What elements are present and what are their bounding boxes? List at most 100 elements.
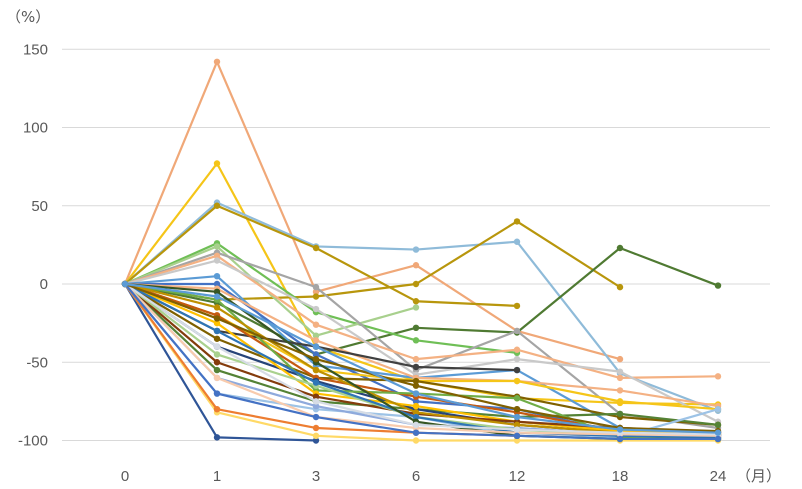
data-point <box>213 351 221 358</box>
data-point <box>312 293 320 300</box>
data-point <box>213 252 221 260</box>
x-tick-label: 0 <box>121 468 129 485</box>
data-point <box>513 377 521 385</box>
data-point <box>213 390 221 397</box>
data-point <box>312 402 320 410</box>
y-tick-label: 50 <box>31 198 48 215</box>
data-point <box>616 435 624 443</box>
x-tick-label: 6 <box>412 468 420 485</box>
data-point <box>312 355 320 363</box>
data-point <box>412 398 420 405</box>
data-point <box>412 429 420 436</box>
series-4 <box>121 202 521 310</box>
data-point <box>714 435 722 443</box>
data-point <box>412 421 420 429</box>
y-tick-label: -100 <box>18 433 48 450</box>
data-point <box>513 366 521 374</box>
data-point <box>312 321 320 328</box>
data-point <box>213 315 221 322</box>
y-tick-label: 0 <box>40 276 48 293</box>
data-point <box>616 387 624 394</box>
data-point <box>513 421 521 429</box>
data-point <box>213 160 221 167</box>
data-point <box>213 288 221 296</box>
x-tick-label: 1 <box>213 468 221 485</box>
data-point <box>213 327 221 335</box>
data-point <box>213 280 221 288</box>
data-point <box>412 246 420 253</box>
data-point <box>213 304 221 311</box>
data-point <box>312 393 320 400</box>
data-point <box>121 280 129 288</box>
series-12 <box>121 272 722 436</box>
data-point <box>213 319 221 327</box>
data-point <box>412 280 420 288</box>
data-point <box>714 429 722 436</box>
data-point <box>513 437 521 444</box>
data-point <box>312 337 320 344</box>
data-point <box>412 324 420 332</box>
series-lines <box>121 58 722 444</box>
series-37 <box>121 280 722 436</box>
data-point <box>312 283 320 291</box>
data-point <box>312 424 320 432</box>
data-point <box>213 257 221 264</box>
data-point <box>312 244 320 252</box>
x-tick-label: 12 <box>509 468 526 485</box>
data-point <box>513 218 521 225</box>
data-point <box>412 437 420 444</box>
data-point <box>213 335 221 342</box>
x-axis-unit-label: （月） <box>736 467 781 485</box>
data-point <box>312 432 320 440</box>
data-point <box>312 288 320 296</box>
data-point <box>714 373 722 380</box>
data-point <box>213 359 221 366</box>
y-axis-unit-label: （%） <box>6 8 50 26</box>
data-point <box>412 413 420 421</box>
data-point <box>616 368 624 375</box>
data-point <box>513 432 521 440</box>
data-point <box>213 374 221 382</box>
data-point <box>412 402 420 410</box>
data-point <box>513 346 521 353</box>
data-point <box>412 355 420 363</box>
data-point <box>616 244 624 252</box>
data-point <box>412 298 420 305</box>
data-point <box>616 426 624 433</box>
series-10 <box>121 252 722 382</box>
data-point <box>213 366 221 374</box>
data-point <box>213 272 221 280</box>
tick-labels: 150 100 50 0 -50 -100 0 1 3 6 12 18 24 <box>18 41 726 485</box>
data-point <box>213 58 221 65</box>
data-point <box>312 413 320 421</box>
data-point <box>213 202 221 209</box>
x-tick-label: 18 <box>612 468 629 485</box>
data-point <box>412 390 420 397</box>
data-point <box>513 395 521 402</box>
data-point <box>412 262 420 269</box>
data-point <box>213 243 221 250</box>
x-tick-label: 24 <box>710 468 727 485</box>
data-point <box>513 406 521 413</box>
data-point <box>412 363 420 371</box>
data-point <box>412 377 420 385</box>
data-point <box>513 355 521 363</box>
data-point <box>513 238 521 245</box>
data-point <box>616 355 624 363</box>
data-point <box>412 304 420 311</box>
data-point <box>213 343 221 350</box>
data-point <box>213 406 221 413</box>
y-tick-label: 150 <box>23 41 48 58</box>
data-point <box>513 413 521 421</box>
data-point <box>312 437 320 444</box>
data-point <box>714 282 722 289</box>
data-point <box>312 351 320 358</box>
series-line <box>123 60 621 361</box>
data-point <box>312 332 320 339</box>
y-tick-label: 100 <box>23 120 48 137</box>
data-point <box>616 374 624 382</box>
data-point <box>616 398 624 405</box>
data-point <box>513 327 521 335</box>
data-point <box>312 379 320 386</box>
